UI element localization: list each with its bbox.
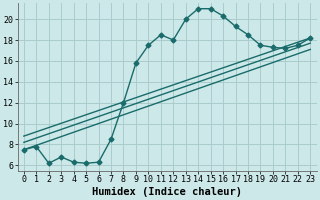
X-axis label: Humidex (Indice chaleur): Humidex (Indice chaleur): [92, 186, 242, 197]
